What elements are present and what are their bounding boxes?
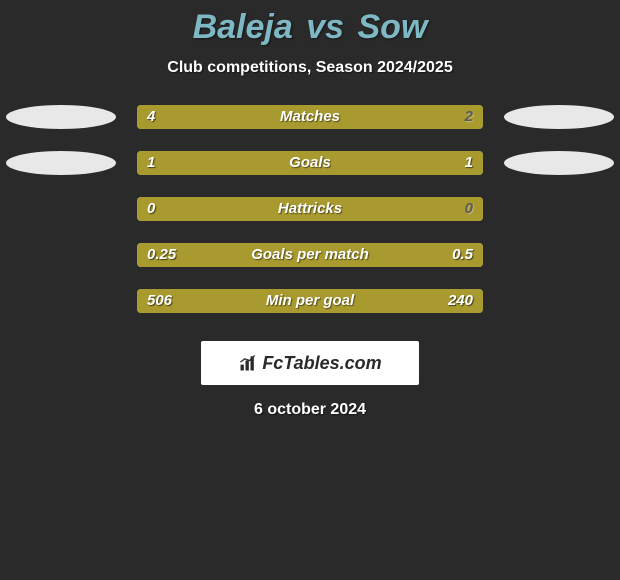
stat-label: Matches (280, 105, 340, 129)
stat-label: Hattricks (278, 197, 342, 221)
logo-box: FcTables.com (201, 341, 419, 385)
stat-value-right: 1 (465, 151, 473, 175)
bar-right (310, 151, 483, 175)
page-title: Baleja vs Sow (193, 8, 428, 47)
bar-track: 0 0 Hattricks (137, 197, 483, 221)
bar-track: 0.25 0.5 Goals per match (137, 243, 483, 267)
stat-label: Goals per match (251, 243, 369, 267)
logo: FcTables.com (238, 353, 381, 374)
title-player1: Baleja (193, 8, 293, 46)
player-oval-right (504, 105, 614, 129)
stats-area: 4 2 Matches 1 1 Goals 0 0 Hattricks 0.25 0.5 Goals … (0, 105, 620, 335)
stat-row: 0.25 0.5 Goals per match (0, 243, 620, 267)
stat-label: Min per goal (266, 289, 354, 313)
stat-row: 506 240 Min per goal (0, 289, 620, 313)
bar-left (137, 151, 310, 175)
stat-row: 1 1 Goals (0, 151, 620, 175)
container: Baleja vs Sow Club competitions, Season … (0, 0, 620, 580)
stat-value-right: 240 (448, 289, 473, 313)
bar-track: 506 240 Min per goal (137, 289, 483, 313)
stat-value-left: 506 (147, 289, 172, 313)
bar-track: 1 1 Goals (137, 151, 483, 175)
stat-row: 0 0 Hattricks (0, 197, 620, 221)
title-vs: vs (306, 8, 344, 46)
player-oval-left (6, 151, 116, 175)
stat-row: 4 2 Matches (0, 105, 620, 129)
stat-value-right: 0.5 (452, 243, 473, 267)
bar-chart-icon (238, 353, 258, 373)
subtitle: Club competitions, Season 2024/2025 (167, 59, 452, 77)
stat-value-right: 2 (465, 105, 473, 129)
player-oval-right (504, 151, 614, 175)
stat-value-left: 0.25 (147, 243, 176, 267)
date: 6 october 2024 (254, 401, 366, 419)
title-player2: Sow (358, 8, 428, 46)
stat-value-left: 0 (147, 197, 155, 221)
stat-value-left: 4 (147, 105, 155, 129)
stat-value-right: 0 (465, 197, 473, 221)
stat-value-left: 1 (147, 151, 155, 175)
bar-track: 4 2 Matches (137, 105, 483, 129)
logo-text: FcTables.com (262, 353, 381, 374)
stat-label: Goals (289, 151, 331, 175)
player-oval-left (6, 105, 116, 129)
